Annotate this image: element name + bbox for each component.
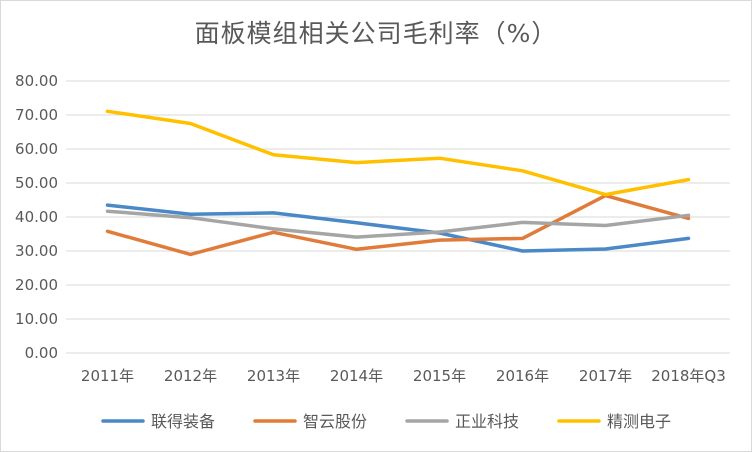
chart-title: 面板模组相关公司毛利率（%）	[194, 19, 558, 48]
legend-label: 智云股份	[303, 412, 367, 431]
data-point	[106, 210, 109, 213]
data-point	[438, 238, 441, 242]
data-point	[272, 227, 275, 231]
x-tick-label: 2018年Q3	[651, 367, 726, 385]
x-tick-label: 2011年	[81, 367, 134, 385]
y-tick-label: 80.00	[15, 72, 58, 90]
data-point	[355, 221, 358, 224]
data-point	[438, 156, 441, 160]
data-point	[521, 221, 524, 224]
data-point	[687, 214, 690, 217]
data-point	[521, 169, 524, 172]
data-point	[272, 211, 275, 215]
data-point	[604, 224, 607, 227]
data-point	[604, 193, 607, 196]
data-point	[189, 213, 192, 216]
series-line-3	[105, 209, 691, 239]
data-point	[272, 231, 275, 234]
data-point	[355, 248, 358, 251]
x-tick-label: 2017年	[579, 367, 632, 385]
data-point	[355, 161, 358, 164]
data-point	[687, 237, 690, 240]
series-line-2	[105, 193, 691, 257]
data-point	[106, 230, 109, 233]
data-point	[687, 217, 690, 220]
series-line-1	[105, 203, 691, 253]
y-tick-label: 50.00	[15, 174, 58, 192]
x-tick-label: 2016年	[496, 367, 549, 385]
data-point	[106, 110, 109, 113]
data-point	[438, 230, 441, 234]
y-tick-label: 20.00	[15, 276, 58, 294]
y-tick-label: 10.00	[15, 310, 58, 328]
data-point	[189, 122, 192, 125]
series-line-4	[105, 109, 691, 197]
data-point	[521, 237, 524, 240]
y-tick-label: 40.00	[15, 208, 58, 226]
x-tick-label: 2013年	[247, 367, 300, 385]
x-tick-label: 2012年	[164, 367, 217, 385]
legend-label: 联得装备	[151, 412, 215, 431]
data-point	[189, 253, 192, 256]
legend-label: 正业科技	[455, 412, 519, 431]
data-point	[521, 249, 524, 253]
data-point	[604, 247, 607, 251]
data-point	[272, 153, 275, 156]
y-tick-label: 70.00	[15, 106, 58, 124]
data-point	[106, 203, 109, 207]
data-point	[189, 216, 192, 219]
data-point	[687, 178, 690, 181]
x-tick-label: 2015年	[413, 367, 466, 385]
x-tick-label: 2014年	[330, 367, 383, 385]
data-point	[355, 235, 358, 239]
y-tick-label: 0.00	[25, 344, 58, 362]
legend-label: 精测电子	[607, 412, 671, 431]
y-tick-label: 60.00	[15, 140, 58, 158]
y-tick-label: 30.00	[15, 242, 58, 260]
